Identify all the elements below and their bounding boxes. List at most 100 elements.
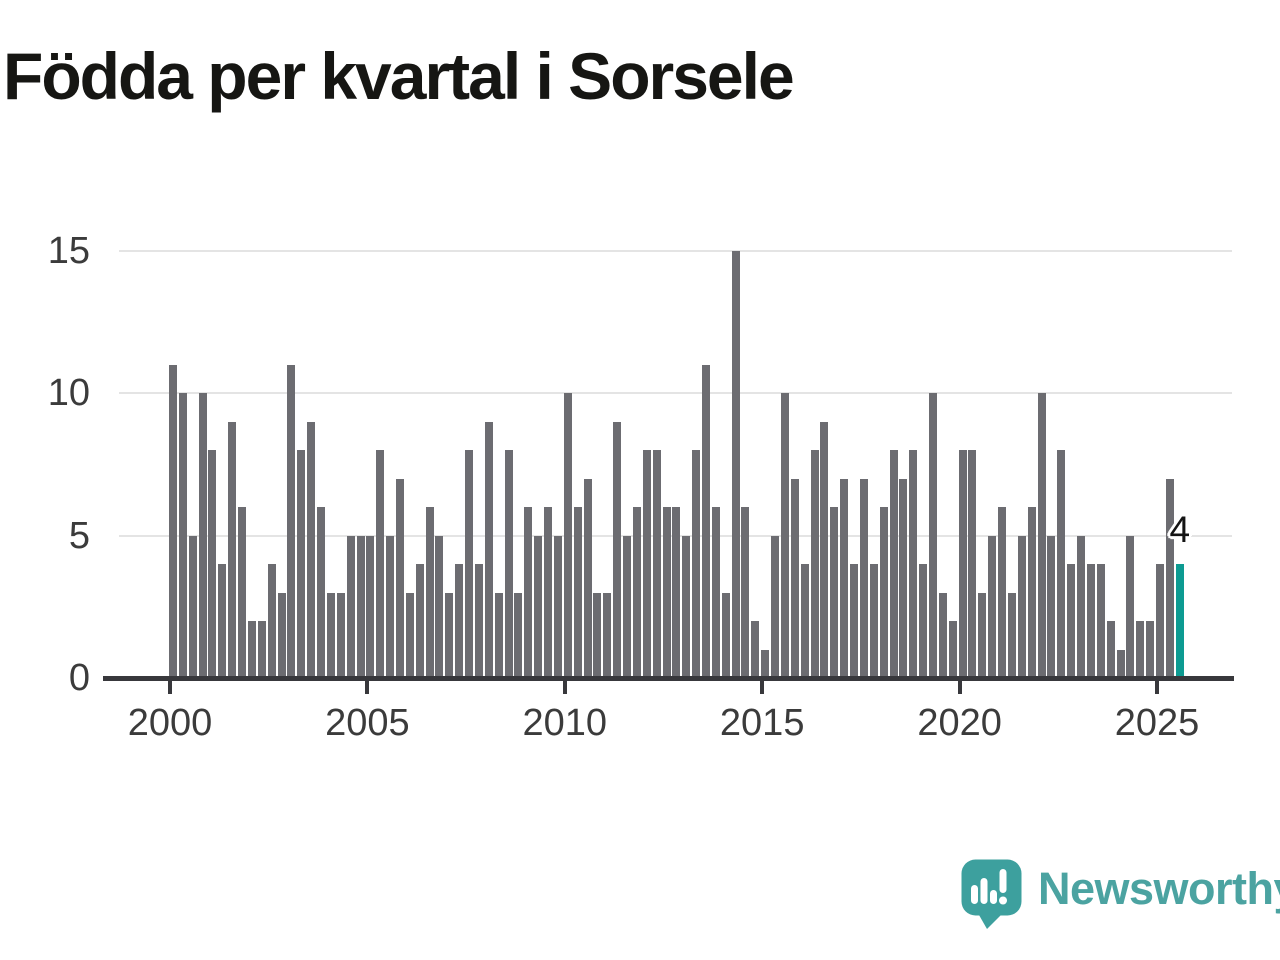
bar	[1047, 535, 1056, 678]
x-axis-line	[103, 676, 1234, 681]
bar-highlighted	[1175, 564, 1184, 678]
gridline-y-10	[119, 392, 1232, 395]
bar	[938, 592, 947, 678]
bar	[563, 393, 572, 678]
bar	[958, 450, 967, 678]
bar	[968, 450, 977, 678]
x-tick-label-2010: 2010	[522, 702, 608, 744]
bar	[455, 564, 464, 678]
bar	[465, 450, 474, 678]
bar	[751, 621, 760, 678]
bar	[277, 592, 286, 678]
bar	[623, 535, 632, 678]
bar	[652, 450, 661, 678]
y-tick-label-5: 5	[68, 514, 90, 557]
bar	[642, 450, 651, 678]
last-value-label: 4	[1169, 509, 1191, 551]
bar	[672, 507, 681, 678]
bar	[731, 251, 740, 678]
bar	[741, 507, 750, 678]
x-tick-2010	[562, 680, 567, 694]
bar	[435, 535, 444, 678]
bar	[267, 564, 276, 678]
x-tick-label-2020: 2020	[917, 702, 1002, 744]
bar	[1126, 535, 1135, 678]
bar	[613, 421, 622, 678]
bar	[771, 535, 780, 678]
bar	[218, 564, 227, 678]
bar	[524, 507, 533, 678]
bar	[978, 592, 987, 678]
bar	[632, 507, 641, 678]
x-tick-2020	[957, 680, 962, 694]
bar	[988, 535, 997, 678]
bar	[228, 421, 237, 678]
bar	[1116, 649, 1125, 678]
x-tick-label-2005: 2005	[325, 702, 410, 744]
bar	[593, 592, 602, 678]
bar	[169, 364, 177, 678]
bar	[366, 535, 375, 678]
newsworthy-logo-icon	[961, 859, 1022, 929]
bar	[346, 535, 355, 678]
bar	[869, 564, 878, 678]
bar	[1165, 478, 1174, 678]
bar	[484, 421, 493, 678]
bar	[603, 592, 612, 678]
bar	[583, 478, 592, 678]
bar	[909, 450, 918, 678]
bar	[188, 535, 197, 678]
x-tick-2000	[168, 680, 172, 694]
x-tick-2005	[365, 680, 370, 694]
bar	[662, 507, 671, 678]
bar	[297, 450, 306, 678]
bar	[1027, 507, 1036, 678]
bar	[1156, 564, 1164, 678]
bar	[445, 592, 454, 678]
bar	[534, 535, 543, 678]
bar	[415, 564, 424, 678]
bar	[948, 621, 957, 678]
x-tick-label-2015: 2015	[719, 702, 805, 744]
bar	[198, 393, 207, 678]
bar	[998, 507, 1007, 678]
bar	[504, 450, 513, 678]
bar	[178, 393, 187, 678]
bar	[701, 364, 710, 678]
bar	[336, 592, 345, 678]
bar	[879, 507, 888, 678]
bar	[1146, 621, 1155, 678]
bar	[307, 421, 316, 678]
newsworthy-logo-text: Newsworthy	[1038, 863, 1280, 914]
bar	[889, 450, 898, 678]
bar	[840, 478, 849, 678]
y-tick-label-10: 10	[47, 372, 90, 415]
bar	[820, 421, 829, 678]
bar	[396, 478, 404, 678]
bar	[1096, 564, 1105, 678]
bar	[721, 592, 730, 678]
bar	[326, 592, 335, 678]
bar	[1067, 564, 1076, 678]
x-tick-2015	[760, 680, 765, 694]
newsworthy-logo: Newsworthy	[960, 858, 1280, 930]
bar	[780, 393, 789, 678]
bar	[1136, 621, 1145, 678]
bar	[257, 621, 266, 678]
bar	[1017, 535, 1026, 678]
bar	[810, 450, 819, 678]
bar	[425, 507, 434, 678]
bar	[859, 478, 868, 678]
bar	[386, 535, 395, 678]
bar	[376, 450, 385, 678]
bar	[928, 393, 937, 678]
bar	[1106, 621, 1115, 678]
bar	[850, 564, 859, 678]
bar	[494, 592, 503, 678]
bar	[544, 507, 553, 678]
y-tick-label-15: 15	[47, 230, 90, 272]
bar	[919, 564, 928, 678]
bar	[1086, 564, 1095, 678]
bar	[247, 621, 256, 678]
